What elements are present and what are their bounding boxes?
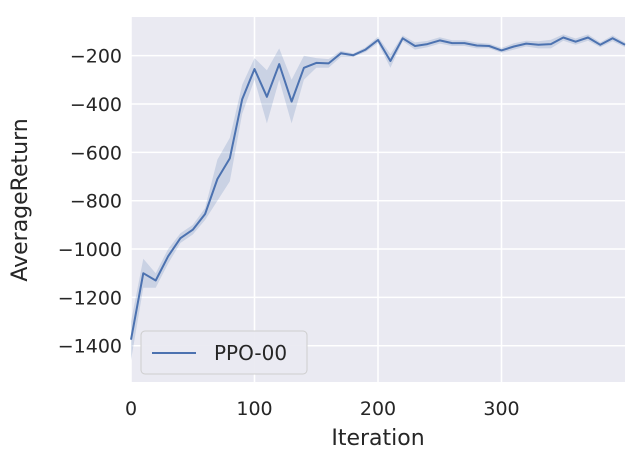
legend-label-ppo-00: PPO-00 — [214, 341, 287, 365]
y-tick-label-600: −600 — [70, 142, 122, 164]
y-tick-label-800: −800 — [70, 191, 122, 213]
y-tick-label-200: −200 — [70, 46, 122, 68]
x-tick-label-0: 0 — [125, 398, 137, 420]
y-axis-label: AverageReturn — [8, 118, 33, 281]
y-tick-label-1000: −1000 — [58, 239, 122, 261]
series-line-ppo-00 — [130, 36, 626, 340]
series-lines-group — [130, 36, 626, 340]
y-tick-label-1200: −1200 — [58, 287, 122, 309]
y-tick-label-400: −400 — [70, 94, 122, 116]
x-axis-label: Iteration — [331, 426, 424, 451]
x-tick-label-300: 300 — [483, 398, 519, 420]
y-tick-label-1400: −1400 — [58, 336, 122, 358]
y-tick-labels: −200 −400 −600 −800 −1000 −1200 −1400 — [58, 46, 122, 358]
x-tick-labels: 0 100 200 300 — [125, 398, 520, 420]
legend-box — [140, 330, 308, 375]
x-tick-label-200: 200 — [360, 398, 396, 420]
grid-lines — [130, 17, 625, 382]
x-tick-label-100: 100 — [236, 398, 272, 420]
legend: PPO-00 — [140, 330, 308, 375]
